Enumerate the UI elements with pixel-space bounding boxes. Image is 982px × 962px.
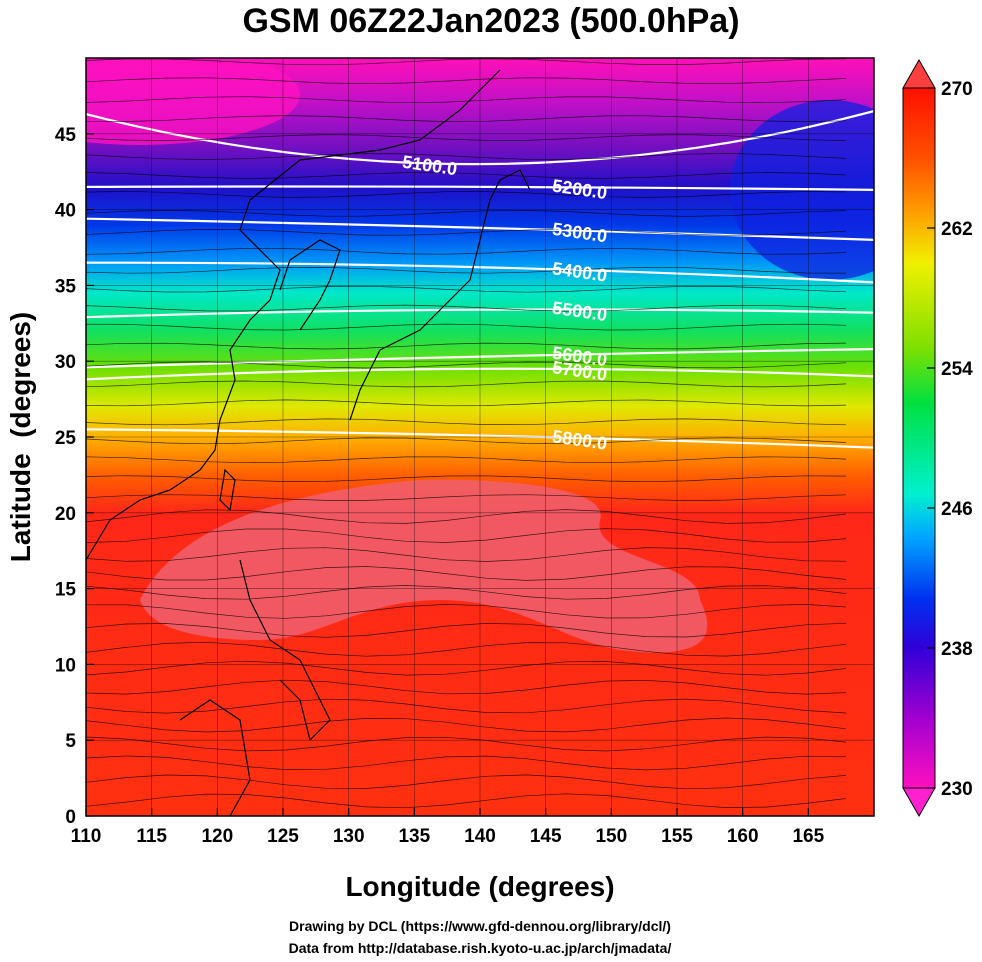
colorbar-body <box>902 87 936 789</box>
streamline <box>86 77 847 85</box>
streamline <box>86 191 847 198</box>
streamline <box>86 475 847 483</box>
colorbar-tick-label: 262 <box>941 219 973 240</box>
streamline <box>86 622 847 638</box>
wind-streamlines <box>86 58 847 809</box>
coastline-japan <box>349 169 531 421</box>
streamline <box>86 418 847 426</box>
x-tick-label: 140 <box>464 826 496 847</box>
streamline <box>86 437 847 445</box>
chart-title: GSM 06Z22Jan2023 (500.0hPa) <box>242 2 740 40</box>
x-tick-label: 160 <box>727 826 759 847</box>
streamline <box>86 566 847 581</box>
streamline <box>86 115 847 122</box>
streamline <box>86 793 847 809</box>
y-axis: 0 5 10 15 20 25 30 35 40 45 <box>55 125 94 828</box>
warm-core-region <box>140 479 708 653</box>
streamline <box>86 774 847 790</box>
y-tick-label: 25 <box>55 428 77 449</box>
streamline <box>86 528 847 543</box>
credit-data-source: Data from http://database.rish.kyoto-u.a… <box>288 940 672 956</box>
colorbar-tick-label: 270 <box>941 79 973 100</box>
x-tick-label: 135 <box>398 826 430 847</box>
streamline <box>86 285 847 293</box>
streamline <box>86 736 847 752</box>
x-axis: 110 115 120 125 130 135 140 145 150 155 160 165 <box>71 808 825 847</box>
streamline <box>86 380 847 388</box>
y-tick-label: 20 <box>55 504 76 525</box>
coastline-taiwan <box>219 468 236 512</box>
streamline <box>86 585 847 600</box>
streamline <box>86 304 847 312</box>
x-tick-label: 130 <box>333 826 365 847</box>
y-tick-label: 0 <box>65 807 76 828</box>
streamline <box>86 247 847 255</box>
streamline <box>86 228 847 236</box>
colorbar-tick-label: 246 <box>941 499 973 520</box>
streamline <box>86 266 847 274</box>
streamline <box>86 342 847 350</box>
x-tick-label: 120 <box>201 826 233 847</box>
x-tick-label: 145 <box>530 826 562 847</box>
x-tick-label: 110 <box>71 826 102 847</box>
cold-core-northwest <box>86 58 300 145</box>
colorbar-ticks: 230 238 246 254 262 270 <box>927 79 973 800</box>
y-tick-label: 10 <box>55 655 76 676</box>
colorbar-tick-label: 230 <box>941 779 973 800</box>
streamline <box>86 399 847 407</box>
streamline <box>86 58 847 66</box>
colorbar: 230 238 246 254 262 270 <box>902 58 973 818</box>
streamline <box>86 679 847 695</box>
coastline-korea <box>279 239 341 331</box>
streamline <box>86 717 847 733</box>
grid-lines <box>86 58 874 816</box>
streamline <box>86 210 847 217</box>
x-axis-label: Longitude (degrees) <box>345 871 614 902</box>
x-tick-label: 150 <box>595 826 627 847</box>
streamline <box>86 494 847 501</box>
streamline <box>86 755 847 771</box>
streamline <box>86 641 847 657</box>
y-tick-label: 15 <box>55 580 77 601</box>
streamline <box>86 456 847 464</box>
streamline <box>86 547 847 562</box>
streamline <box>86 698 847 714</box>
y-tick-label: 5 <box>65 731 76 752</box>
streamline <box>86 134 847 141</box>
y-tick-label: 30 <box>55 352 76 373</box>
streamline <box>86 509 847 524</box>
y-tick-label: 35 <box>55 276 77 297</box>
y-axis-label: Latitude (degrees) <box>5 312 36 562</box>
colorbar-top-arrow <box>902 58 936 89</box>
streamline <box>86 604 847 619</box>
colorbar-bottom-arrow <box>902 787 936 818</box>
streamline <box>86 153 847 160</box>
y-tick-label: 45 <box>55 125 77 146</box>
streamline <box>86 172 847 179</box>
coastlines <box>86 69 531 816</box>
y-tick-label: 40 <box>55 201 76 222</box>
streamline <box>86 96 847 104</box>
x-tick-label: 155 <box>661 826 693 847</box>
credit-dcl: Drawing by DCL (https://www.gfd-dennou.o… <box>289 918 671 934</box>
x-tick-label: 125 <box>267 826 299 847</box>
coastline-asia <box>86 69 501 561</box>
colorbar-tick-label: 238 <box>941 639 973 660</box>
colorbar-tick-label: 254 <box>941 359 973 380</box>
x-tick-label: 165 <box>792 826 824 847</box>
streamline <box>86 660 847 676</box>
streamline <box>86 323 847 331</box>
coastline-philippines <box>239 559 331 742</box>
x-tick-label: 115 <box>136 826 167 847</box>
coastline-borneo <box>179 699 251 816</box>
streamline <box>86 361 847 369</box>
